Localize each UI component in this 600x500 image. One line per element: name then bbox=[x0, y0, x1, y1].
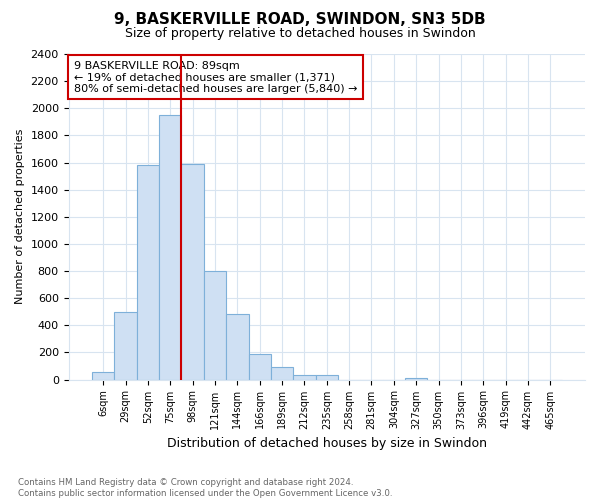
Bar bbox=[316, 376, 338, 380]
Bar bbox=[181, 164, 204, 380]
Text: Size of property relative to detached houses in Swindon: Size of property relative to detached ho… bbox=[125, 28, 475, 40]
Bar bbox=[204, 271, 226, 380]
Bar bbox=[293, 375, 316, 380]
Bar bbox=[159, 115, 181, 380]
Text: Contains HM Land Registry data © Crown copyright and database right 2024.
Contai: Contains HM Land Registry data © Crown c… bbox=[18, 478, 392, 498]
Y-axis label: Number of detached properties: Number of detached properties bbox=[15, 129, 25, 304]
Bar bbox=[137, 165, 159, 380]
Bar bbox=[405, 378, 427, 380]
X-axis label: Distribution of detached houses by size in Swindon: Distribution of detached houses by size … bbox=[167, 437, 487, 450]
Bar bbox=[248, 354, 271, 380]
Text: 9 BASKERVILLE ROAD: 89sqm
← 19% of detached houses are smaller (1,371)
80% of se: 9 BASKERVILLE ROAD: 89sqm ← 19% of detac… bbox=[74, 60, 357, 94]
Bar bbox=[115, 312, 137, 380]
Bar bbox=[271, 368, 293, 380]
Text: 9, BASKERVILLE ROAD, SWINDON, SN3 5DB: 9, BASKERVILLE ROAD, SWINDON, SN3 5DB bbox=[114, 12, 486, 28]
Bar bbox=[226, 314, 248, 380]
Bar bbox=[92, 372, 115, 380]
